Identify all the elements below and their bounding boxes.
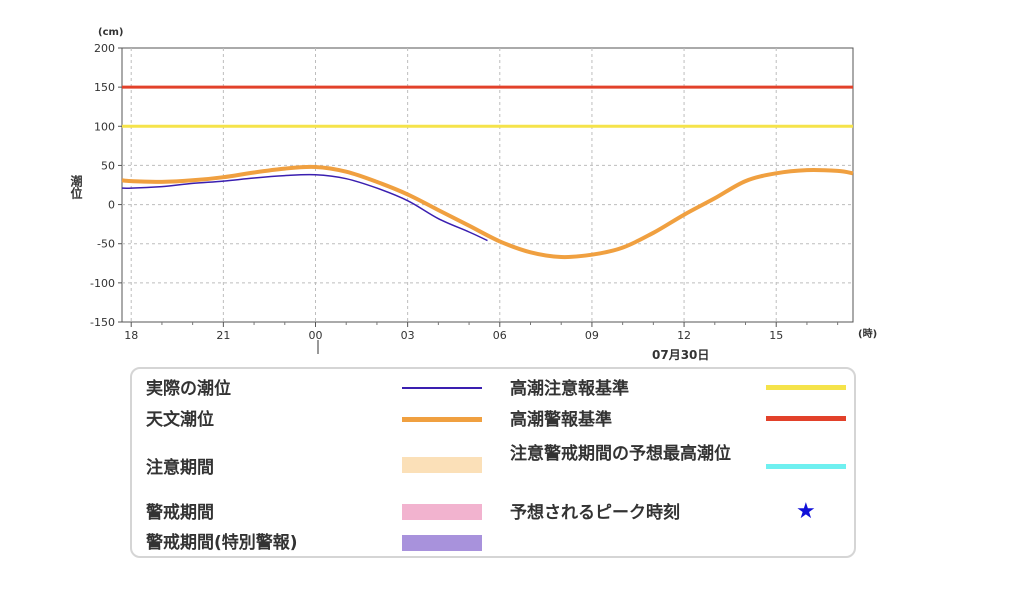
series-line-astronomical [121,164,854,260]
y-unit-label: (cm) [98,27,124,38]
y-tick-label: 200 [94,42,115,55]
x-unit-label: (時) [858,327,877,340]
x-tick-label: 06 [493,329,507,342]
x-tick-label: 00 [309,329,323,342]
legend-label-predicted-max: 注意警戒期間の予想最高潮位 [510,444,731,464]
plot-area [121,47,854,323]
legend-label-astronomical: 天文潮位 [146,410,214,430]
x-tick-label: 03 [401,329,415,342]
x-tick-label: 21 [216,329,230,342]
star-icon: ★ [796,499,816,524]
date-label: 07月30日 [652,348,709,362]
legend-swatch-predicted-max [766,464,846,469]
legend-swatch-observed [402,387,482,389]
y-tick-label: -100 [90,277,115,290]
legend-label-warning-period: 警戒期間 [146,503,214,523]
series-layer [121,85,854,260]
legend-label-warning-level: 高潮警報基準 [510,410,612,430]
legend-swatch-astronomical [402,417,482,422]
y-axis-title: 潮位 [69,175,83,199]
x-tick-label: 15 [769,329,783,342]
x-tick-label: 09 [585,329,599,342]
legend-swatch-caution-period [402,457,482,473]
series-line-observed [121,173,488,242]
y-tick-label: 50 [101,159,115,172]
legend-label-caution-period: 注意期間 [146,458,214,478]
legend-swatch-advisory-level [766,385,846,390]
legend-box: 実際の潮位 天文潮位 注意期間 警戒期間 警戒期間(特別警報) 高潮注意報基準 … [130,367,856,558]
y-tick-label: 150 [94,81,115,94]
x-tick-label: 18 [124,329,138,342]
legend-swatch-warning-period [402,504,482,520]
x-tick-label: 12 [677,329,691,342]
y-tick-label: -50 [97,238,115,251]
axis-ticks: 200 150 100 50 0 -50 -100 -150 18 21 00 03 06 09 12 15 [90,42,839,342]
legend-swatch-warning-level [766,416,846,421]
legend-label-advisory-level: 高潮注意報基準 [510,379,629,399]
y-tick-label: 0 [108,199,115,212]
y-tick-label: 100 [94,120,115,133]
legend-label-special-warning-period: 警戒期間(特別警報) [146,533,298,553]
legend-label-peak-time: 予想されるピーク時刻 [510,503,680,523]
legend-label-observed: 実際の潮位 [146,379,231,399]
y-tick-label: -150 [90,316,115,329]
legend-swatch-special-warning-period [402,535,482,551]
